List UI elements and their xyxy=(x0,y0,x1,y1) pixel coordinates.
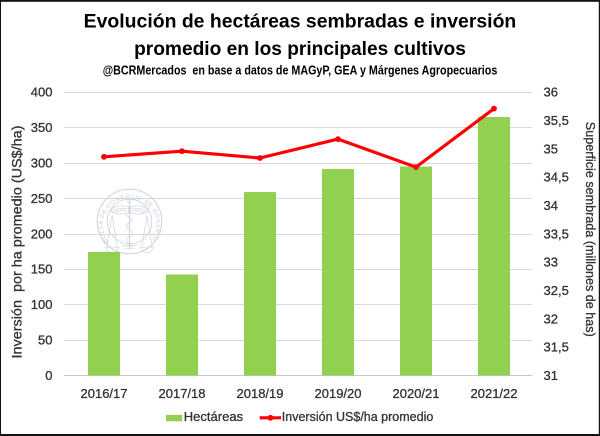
svg-text:Inversión por ha promedio (US: Inversión por ha promedio (US$/ha) xyxy=(9,126,25,359)
svg-text:0: 0 xyxy=(45,368,52,383)
svg-text:2017/18: 2017/18 xyxy=(159,386,206,401)
svg-text:2018/19: 2018/19 xyxy=(237,386,284,401)
svg-text:33,5: 33,5 xyxy=(544,226,569,241)
svg-text:36: 36 xyxy=(544,85,558,100)
svg-text:33: 33 xyxy=(544,255,558,270)
svg-text:2020/21: 2020/21 xyxy=(393,386,440,401)
svg-text:2016/17: 2016/17 xyxy=(81,386,128,401)
svg-text:2019/20: 2019/20 xyxy=(315,386,362,401)
svg-text:200: 200 xyxy=(31,226,53,241)
svg-text:250: 250 xyxy=(31,191,53,206)
svg-text:Superficie sembrada (millones: Superficie sembrada (millones de has) xyxy=(583,122,598,337)
svg-text:34: 34 xyxy=(544,198,558,213)
svg-text:32,5: 32,5 xyxy=(544,283,569,298)
svg-text:50: 50 xyxy=(38,333,52,348)
svg-text:400: 400 xyxy=(31,85,53,100)
svg-text:100: 100 xyxy=(31,297,53,312)
svg-text:35: 35 xyxy=(544,141,558,156)
svg-text:350: 350 xyxy=(31,120,53,135)
svg-text:Inversión US$/ha promedio: Inversión US$/ha promedio xyxy=(282,409,434,424)
svg-text:150: 150 xyxy=(31,262,53,277)
svg-text:31,5: 31,5 xyxy=(544,340,569,355)
svg-text:32: 32 xyxy=(544,311,558,326)
svg-text:34,5: 34,5 xyxy=(544,170,569,185)
svg-text:31: 31 xyxy=(544,368,558,383)
svg-text:2021/22: 2021/22 xyxy=(471,386,518,401)
svg-text:300: 300 xyxy=(31,156,53,171)
svg-text:@BCRMercados en base a datos: @BCRMercados en base a datos de MAGyP, G… xyxy=(103,64,498,78)
svg-text:Evolución de hectáreas sembrad: Evolución de hectáreas sembradas e inver… xyxy=(84,11,517,33)
svg-text:promedio en los principales cu: promedio en los principales cultivos xyxy=(134,38,466,60)
svg-text:Hectáreas: Hectáreas xyxy=(184,409,244,424)
svg-text:35,5: 35,5 xyxy=(544,113,569,128)
